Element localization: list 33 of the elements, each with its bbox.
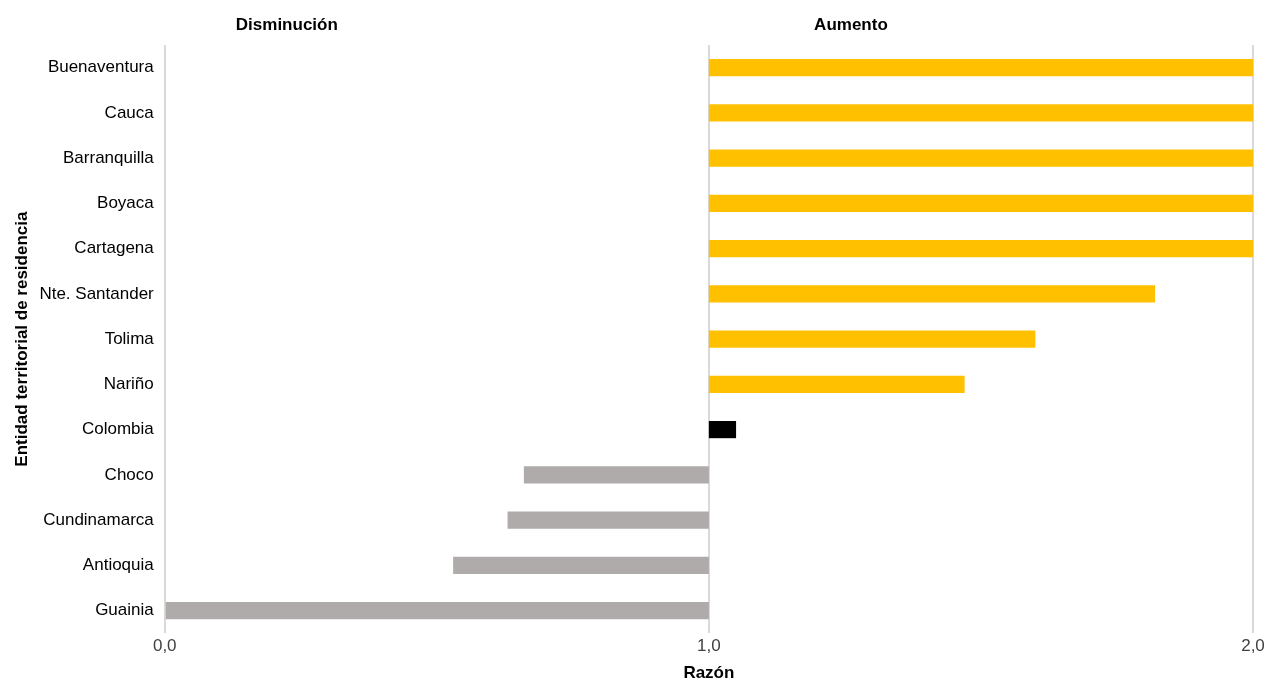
text: Aumento [814, 14, 888, 34]
x-tick-label: 2,0 [1241, 636, 1265, 656]
y-tick-label: Boyaca [97, 193, 155, 213]
y-tick-label: Cundinamarca [43, 509, 155, 529]
bar [708, 194, 1253, 212]
y-axis-title: Entidad territorial de residencia [11, 211, 31, 467]
y-tick-label: Cauca [104, 102, 155, 122]
y-tick-label: Buenaventura [47, 57, 155, 77]
x-axis-title: Razón [683, 663, 735, 683]
bar [708, 421, 737, 439]
bar [165, 601, 709, 620]
x-tick-label: 0,0 [152, 636, 177, 656]
bar [523, 466, 709, 484]
bar [708, 330, 1036, 348]
y-tick-label: Barranquilla [63, 147, 155, 167]
y-tick-label: Guainia [95, 600, 155, 620]
bar [708, 240, 1253, 258]
y-tick-label: Antioquia [82, 555, 155, 575]
y-tick-label: Choco [104, 464, 154, 484]
bar [708, 59, 1253, 77]
bar [507, 511, 709, 529]
bar [708, 149, 1253, 167]
y-tick-label: Nte. Santander [39, 283, 155, 303]
text: Disminución [235, 14, 338, 34]
y-tick-label: Colombia [81, 419, 155, 439]
y-tick-label: Tolima [104, 328, 155, 348]
y-tick-label: Cartagena [74, 238, 155, 258]
bar [708, 375, 965, 393]
bar [708, 285, 1156, 303]
bar [708, 104, 1253, 122]
y-tick-label: Nariño [103, 374, 154, 394]
x-tick-label: 1,0 [697, 636, 721, 656]
bar [453, 556, 709, 574]
